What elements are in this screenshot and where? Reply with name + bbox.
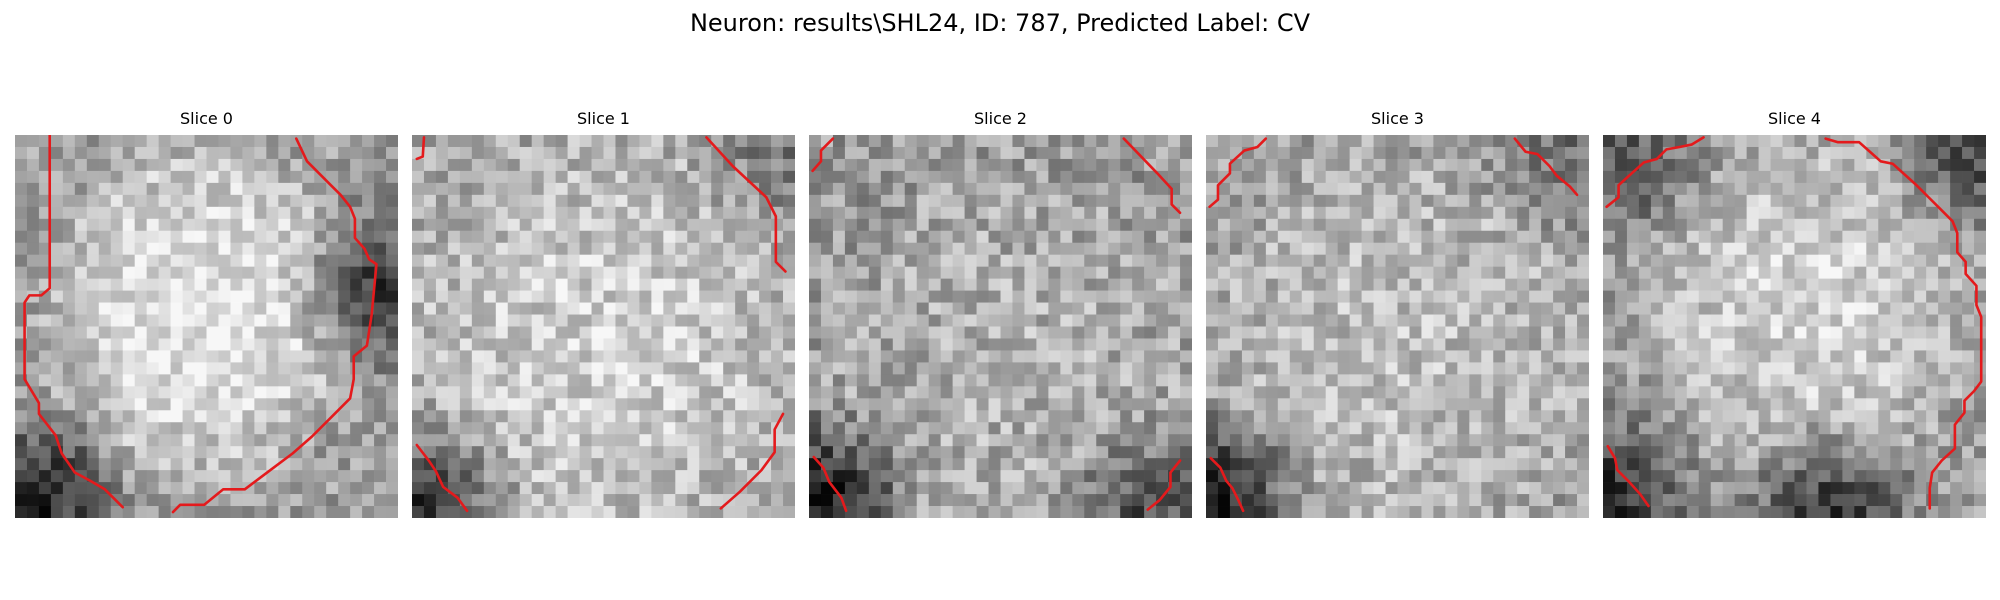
slice-image-0 xyxy=(15,135,398,518)
contour-line-4-2 xyxy=(1606,444,1650,508)
contour-line-1-1 xyxy=(705,136,787,273)
slice-panel-2: Slice 2 xyxy=(809,109,1192,519)
contour-line-1-2 xyxy=(415,443,469,513)
contour-line-2-2 xyxy=(812,455,848,513)
slice-panel-1: Slice 1 xyxy=(412,109,795,519)
contour-line-2-1 xyxy=(1122,137,1182,215)
slice-panel-3: Slice 3 xyxy=(1206,109,1589,519)
contour-line-2-3 xyxy=(1146,459,1182,511)
slice-title-1: Slice 1 xyxy=(577,109,630,128)
contour-line-3-0 xyxy=(1208,137,1268,209)
slice-panel-4: Slice 4 xyxy=(1603,109,1986,519)
slice-image-1 xyxy=(412,135,795,518)
contour-line-3-1 xyxy=(1513,137,1579,197)
slice-title-4: Slice 4 xyxy=(1768,109,1821,128)
slice-image-3 xyxy=(1206,135,1589,518)
contour-line-4-1 xyxy=(1824,137,1983,510)
contour-line-0-1 xyxy=(171,137,378,514)
contour-line-4-0 xyxy=(1605,136,1705,209)
slice-image-4 xyxy=(1603,135,1986,518)
slice-title-2: Slice 2 xyxy=(974,109,1027,128)
contour-line-0-0 xyxy=(23,135,125,509)
slice-panel-0: Slice 0 xyxy=(15,109,398,519)
contour-line-2-0 xyxy=(811,137,835,173)
slice-title-3: Slice 3 xyxy=(1371,109,1424,128)
figure-title: Neuron: results\SHL24, ID: 787, Predicte… xyxy=(689,9,1311,37)
contour-line-1-0 xyxy=(415,136,426,161)
contour-line-3-2 xyxy=(1209,456,1245,513)
contour-line-1-3 xyxy=(719,412,785,510)
slice-image-2 xyxy=(809,135,1192,518)
slice-title-0: Slice 0 xyxy=(180,109,233,128)
